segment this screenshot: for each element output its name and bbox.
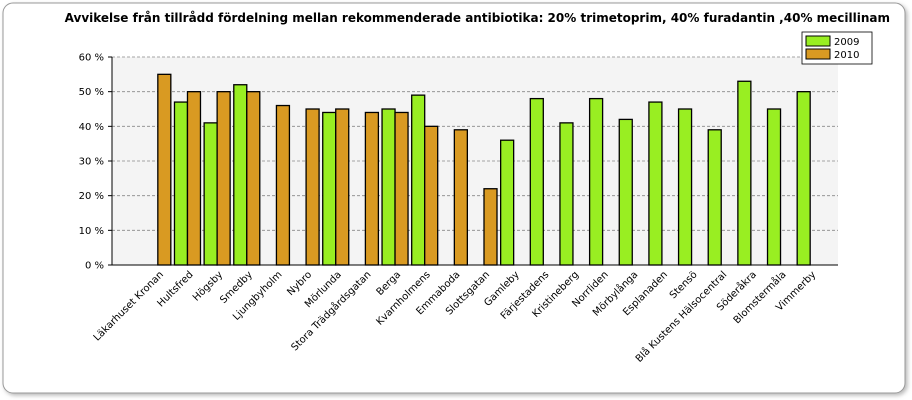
bar <box>588 97 604 266</box>
bar <box>483 188 498 266</box>
bar <box>275 104 291 266</box>
bar <box>364 111 380 266</box>
bar <box>424 125 439 266</box>
legend-label: 2010 <box>834 50 859 61</box>
bar <box>500 139 515 266</box>
bar <box>648 101 663 266</box>
bar <box>305 108 320 266</box>
y-tick-label: 10 % <box>79 226 104 237</box>
bar <box>335 108 350 266</box>
bar <box>411 94 426 266</box>
legend-swatch <box>805 35 831 47</box>
bar <box>394 111 409 266</box>
y-tick-label: 30 % <box>79 157 104 168</box>
y-tick-label: 60 % <box>79 53 104 64</box>
legend-label: 2009 <box>834 37 859 48</box>
bar <box>737 80 752 266</box>
bar <box>322 111 337 266</box>
bar <box>559 122 574 266</box>
bar <box>618 118 633 266</box>
bar <box>707 129 722 266</box>
bar <box>529 97 544 266</box>
legend-swatch <box>805 48 831 60</box>
bar <box>796 91 811 266</box>
y-tick-label: 40 % <box>79 122 104 133</box>
bar <box>677 108 693 266</box>
bar <box>453 129 468 266</box>
bar <box>233 84 248 266</box>
bar <box>766 108 782 266</box>
y-tick-label: 20 % <box>79 191 104 202</box>
bar <box>157 73 172 266</box>
bar <box>203 122 218 266</box>
bar <box>173 101 189 266</box>
chart-title: Avvikelse från tillrådd fördelning mella… <box>65 11 890 25</box>
bar <box>246 91 261 266</box>
bar <box>186 91 202 266</box>
y-tick-label: 0 % <box>85 261 104 272</box>
y-tick-label: 50 % <box>79 87 104 98</box>
bar <box>381 108 396 266</box>
bar <box>216 91 231 266</box>
